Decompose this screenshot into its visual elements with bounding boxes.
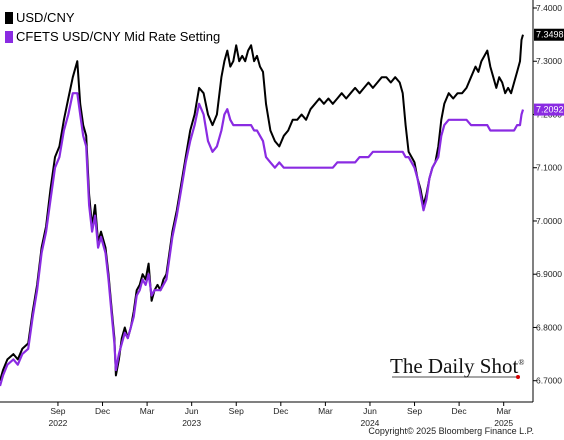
last-value-label: 7.2092 — [536, 105, 564, 115]
source-note: Copyright© 2025 Bloomberg Finance L.P. — [368, 426, 534, 436]
legend-label-cfets: CFETS USD/CNY Mid Rate Setting — [16, 29, 221, 44]
watermark-dot — [516, 375, 520, 379]
x-tick-label: Mar — [318, 406, 333, 416]
legend-swatch-usdcny — [5, 11, 13, 24]
y-tick-label: 6.9000 — [536, 269, 562, 279]
x-tick-label: Sep — [407, 406, 422, 416]
legend-item-usdcny: USD/CNY — [5, 8, 220, 27]
x-tick-year-label: 2023 — [182, 418, 201, 428]
x-tick-year-label: 2025 — [494, 418, 513, 428]
x-tick-label: Jun — [185, 406, 199, 416]
x-tick-label: Mar — [496, 406, 511, 416]
last-value-box-cfets: 7.2092 — [534, 103, 564, 116]
last-value-box-usdcny: 7.3498 — [534, 28, 564, 41]
x-tick-year-label: 2022 — [48, 418, 67, 428]
watermark-registered-mark: ® — [518, 358, 525, 367]
last-value-label: 7.3498 — [536, 30, 564, 40]
x-tick-label: Jun — [363, 406, 377, 416]
legend-label-usdcny: USD/CNY — [16, 10, 75, 25]
last-value-box-bg — [534, 28, 564, 41]
y-tick-label: 7.0000 — [536, 216, 562, 226]
watermark-logo: The Daily Shot® — [390, 354, 524, 379]
legend-item-cfets: CFETS USD/CNY Mid Rate Setting — [5, 27, 220, 46]
series-line-cfets — [0, 92, 525, 387]
y-tick-label: 7.4000 — [536, 3, 562, 13]
x-tick-label: Sep — [229, 406, 244, 416]
y-tick-label: 6.8000 — [536, 322, 562, 332]
x-tick-label: Dec — [273, 406, 289, 416]
x-tick-label: Dec — [95, 406, 111, 416]
y-tick-label: 6.7000 — [536, 376, 562, 386]
legend: USD/CNY CFETS USD/CNY Mid Rate Setting — [3, 6, 227, 48]
x-tick-year-label: 2024 — [361, 418, 380, 428]
y-tick-label: 7.3000 — [536, 56, 562, 66]
legend-swatch-cfets — [5, 30, 13, 43]
watermark-text: The Daily Shot — [390, 354, 519, 378]
series-line-usdcny — [0, 34, 524, 381]
x-tick-label: Dec — [452, 406, 468, 416]
y-tick-label: 7.1000 — [536, 163, 562, 173]
x-tick-label: Sep — [50, 406, 65, 416]
last-value-box-bg — [534, 103, 564, 116]
x-tick-label: Mar — [140, 406, 155, 416]
